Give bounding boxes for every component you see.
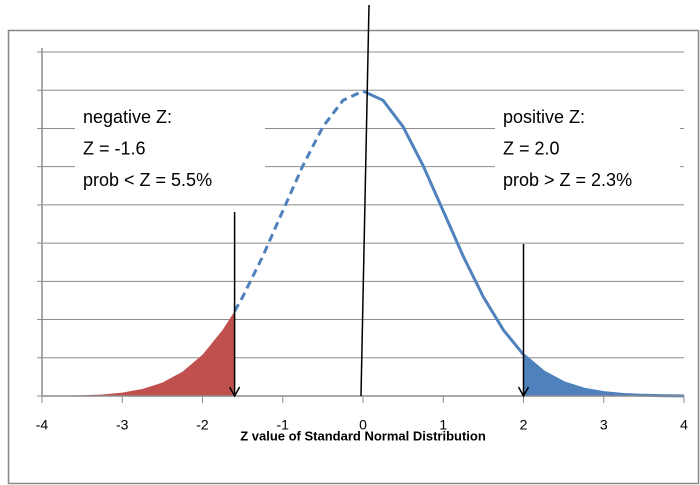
chart-frame [7,29,700,485]
arrow-head [517,386,530,398]
x-tick-label: -2 [196,417,209,433]
x-tick-label: 1 [439,417,447,433]
x-tick-label: 2 [520,417,528,433]
x-tick-label: 4 [680,417,688,433]
annotation-background [495,100,680,200]
x-tick-label: -3 [116,417,129,433]
center-line [360,4,370,397]
annotation: prob < Z = 5.5% [83,170,212,190]
x-axis-label: Z value of Standard Normal Distribution [240,428,486,443]
shaded-area [42,311,235,396]
annotation: Z = -1.6 [83,138,146,158]
annotation: Z = 2.0 [503,138,560,158]
annotation-background [75,100,265,200]
curve [233,89,364,312]
x-tick-label: -1 [277,417,290,433]
annotation: prob > Z = 2.3% [503,170,632,190]
annotation: negative Z: [83,107,172,127]
shaded-area [523,354,684,396]
x-tick-label: 3 [600,417,608,433]
arrow-head [228,386,241,398]
x-tick-label: 0 [359,417,367,433]
x-tick-label: -4 [36,417,49,433]
annotation: positive Z: [503,107,585,127]
